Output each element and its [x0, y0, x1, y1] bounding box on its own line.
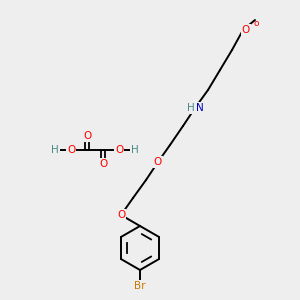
- Text: O: O: [99, 159, 107, 169]
- Text: N: N: [196, 103, 204, 113]
- Text: H: H: [131, 145, 139, 155]
- Text: O: O: [83, 131, 91, 141]
- Text: H: H: [187, 103, 195, 113]
- Text: O: O: [154, 157, 162, 167]
- Text: O: O: [67, 145, 75, 155]
- Text: Br: Br: [134, 281, 146, 291]
- Text: H: H: [51, 145, 59, 155]
- Text: O: O: [242, 25, 250, 35]
- Text: O: O: [117, 210, 125, 220]
- Text: o: o: [253, 19, 259, 28]
- Text: O: O: [115, 145, 123, 155]
